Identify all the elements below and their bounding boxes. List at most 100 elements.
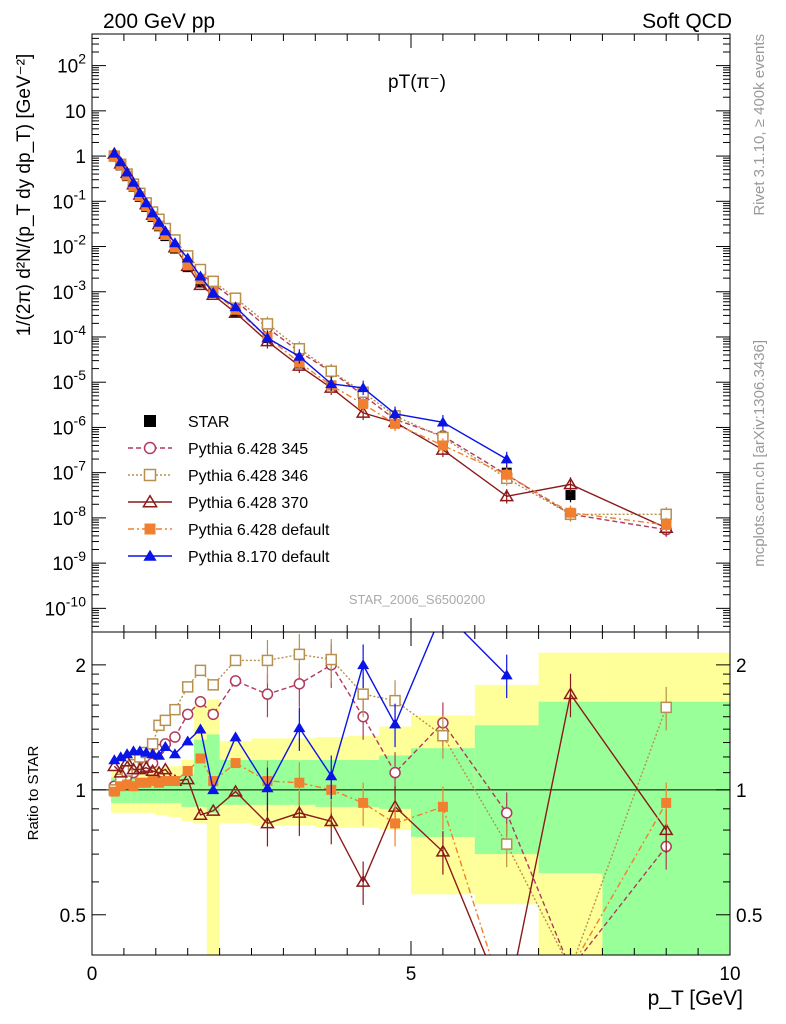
legend-marker-p345 [143,441,157,455]
data-point-p346 [159,714,172,727]
data-point-pdef [502,1002,512,1012]
uncertainty-band-green [181,774,195,807]
data-point-pdef [294,777,305,788]
data-point-p8 [357,659,370,670]
data-point-p370 [323,814,339,827]
legend-label-p345: Pythia 6.428 345 [188,441,308,458]
rivet-label: Rivet 3.1.10, ≥ 400k events [751,34,768,216]
data-point-p370 [138,760,154,773]
data-point-p346 [261,654,274,667]
data-point-p345 [293,678,306,690]
data-point-p8 [389,718,402,729]
legend-label-star: STAR [188,414,229,431]
data-point-p8 [229,301,242,312]
data-point-p346 [194,664,207,677]
data-point-p8 [293,722,306,733]
data-point-p346 [293,648,306,661]
ratio-y-tick-label-left: 2 [75,656,86,677]
ratio-y-tick-label-left: 0.5 [60,906,86,927]
data-point-pdef [122,779,133,790]
y-tick-label: 10-6 [52,412,86,439]
data-point-p8 [114,156,127,167]
data-point-p370 [180,772,196,785]
data-point-p8 [133,186,146,197]
data-point-pdef [437,801,448,812]
spectrum-y-axis-label: 1/(2π) d²N/(p_T dy dp_T) [GeV⁻²] [14,54,35,337]
spectrum-plot-area [92,34,730,632]
data-point-p346 [500,838,513,850]
data-point-p370 [228,784,243,797]
data-point-p8 [261,782,274,793]
data-point-p346 [261,318,274,330]
data-point-p8 [152,216,165,227]
data-point-p346 [169,703,181,716]
data-point-p8 [168,237,181,248]
data-point-p345 [194,695,207,708]
data-point-p346 [146,738,159,750]
data-point-pdef [153,777,164,788]
data-point-p346 [181,681,194,693]
y-tick-label: 10-4 [52,322,86,349]
data-point-p370 [193,277,208,291]
data-point-pdef [115,781,126,792]
series-p8 [108,147,513,467]
data-point-p345 [207,708,219,721]
data-point-p8 [127,176,140,187]
y-tick-label: 10-9 [52,548,86,575]
plot-title: pT(π⁻) [388,72,446,93]
ratio-y-tick-label-left: 1 [75,781,86,802]
legend-label-p370: Pythia 6.428 370 [188,495,308,512]
header-left-label: 200 GeV pp [103,10,215,33]
data-point-p8 [229,731,242,742]
data-point-pdef [661,519,672,530]
data-point-p8 [114,751,127,762]
data-point-p346 [207,275,219,288]
legend-label-pdef: Pythia 6.428 default [188,522,330,539]
data-point-p370 [501,1001,513,1011]
header-right-label: Soft QCD [642,10,732,33]
legend: STAR Pythia 6.428 345 Pythia 6.428 346 Pyth… [128,414,330,566]
data-point-p345 [169,731,181,743]
data-point-p8 [357,382,370,393]
data-point-pdef [390,818,401,829]
ratio-y-tick-label-right: 1 [736,781,747,802]
data-point-p8 [121,748,134,759]
data-point-p8 [121,166,134,177]
uncertainty-band-green [538,701,603,874]
data-point-p370 [563,687,578,700]
data-point-pdef [109,786,120,797]
data-point-p346 [437,729,449,742]
data-point-p8 [159,225,172,236]
data-point-p346 [325,365,337,377]
data-point-pdef [390,418,401,429]
y-tick-label: 10 [65,102,86,123]
data-point-p8 [293,350,306,361]
legend-label-p8: Pythia 8.170 default [188,549,330,566]
data-point-p346 [660,701,672,714]
data-point-pdef [358,797,369,808]
data-point-pdef [501,469,512,480]
y-tick-label: 10-1 [52,186,86,213]
data-point-p370 [355,874,371,887]
series-p370 [107,673,674,1011]
y-tick-label: 10-7 [52,458,86,485]
data-point-p370 [499,489,515,502]
data-point-p8 [108,754,121,765]
y-tick-label: 10-5 [52,367,86,394]
data-point-p370 [193,807,208,820]
data-point-pdef [134,777,145,788]
series-pdef [109,753,672,1012]
data-point-p346 [357,688,369,700]
data-point-p8 [207,287,220,298]
data-point-pdef [169,242,180,253]
data-point-pdef [128,781,139,792]
legend-marker-p370 [142,494,158,508]
data-point-p345 [389,766,401,779]
data-point-p8 [325,770,338,781]
x-tick-label: 0 [87,964,98,985]
data-point-p346 [229,654,242,667]
data-point-p370 [113,765,129,778]
data-point-p370 [563,477,578,490]
data-point-pdef [182,766,193,777]
